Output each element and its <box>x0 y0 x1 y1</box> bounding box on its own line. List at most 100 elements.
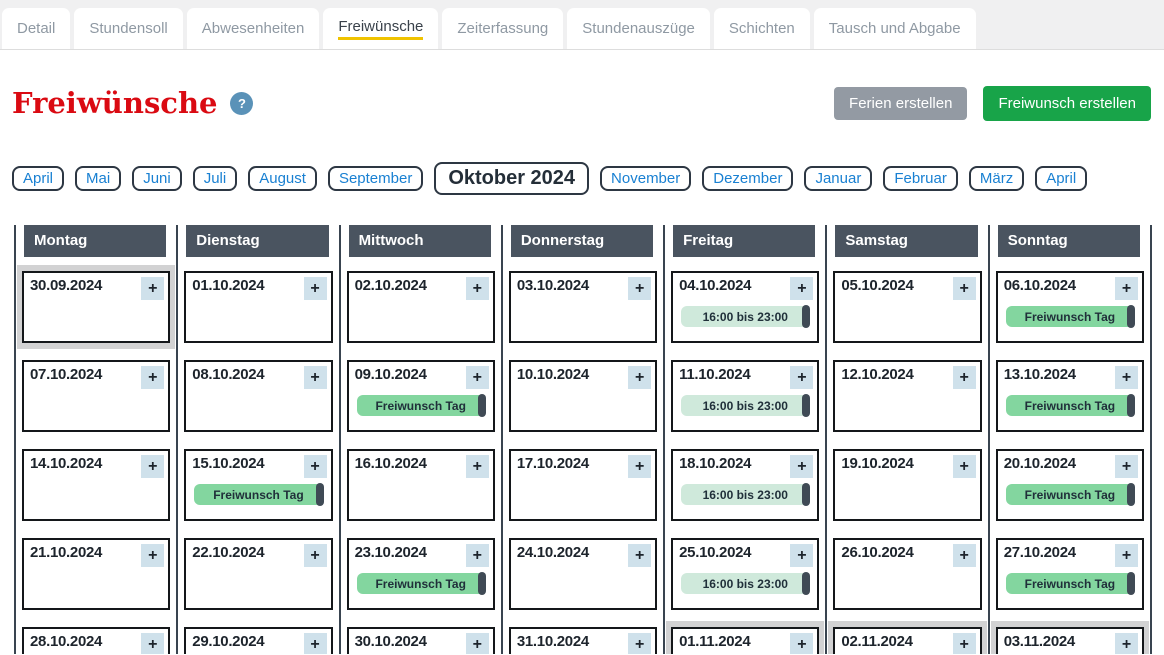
weekday-header: Dienstag <box>186 225 328 257</box>
month-button-november[interactable]: November <box>600 166 691 191</box>
add-freiwunsch-button[interactable]: + <box>141 544 164 567</box>
day-cell: 20.10.2024+Freiwunsch Tag <box>991 443 1149 527</box>
day-date: 22.10.2024 <box>192 544 264 561</box>
freiwunsch-day-badge[interactable]: Freiwunsch Tag <box>1006 306 1134 327</box>
badge-drag-handle-icon[interactable] <box>802 305 810 328</box>
add-freiwunsch-button[interactable]: + <box>466 455 489 478</box>
badge-drag-handle-icon[interactable] <box>478 394 486 417</box>
freiwunsch-day-badge[interactable]: Freiwunsch Tag <box>1006 484 1134 505</box>
month-button-mai[interactable]: Mai <box>75 166 121 191</box>
freiwunsch-time-badge[interactable]: 16:00 bis 23:00 <box>681 306 809 327</box>
add-freiwunsch-button[interactable]: + <box>1115 277 1138 300</box>
add-freiwunsch-button[interactable]: + <box>790 277 813 300</box>
day-card: 03.11.2024+ <box>996 627 1144 654</box>
add-freiwunsch-button[interactable]: + <box>790 366 813 389</box>
add-freiwunsch-button[interactable]: + <box>628 277 651 300</box>
freiwunsch-day-badge[interactable]: Freiwunsch Tag <box>357 573 485 594</box>
add-freiwunsch-button[interactable]: + <box>466 277 489 300</box>
day-card: 30.10.2024+ <box>347 627 495 654</box>
day-cell: 02.11.2024+ <box>828 621 986 654</box>
month-button-april[interactable]: April <box>12 166 64 191</box>
month-button-juli[interactable]: Juli <box>193 166 238 191</box>
add-freiwunsch-button[interactable]: + <box>466 544 489 567</box>
badge-drag-handle-icon[interactable] <box>1127 572 1135 595</box>
badge-drag-handle-icon[interactable] <box>316 483 324 506</box>
add-freiwunsch-button[interactable]: + <box>628 455 651 478</box>
add-freiwunsch-button[interactable]: + <box>790 455 813 478</box>
add-freiwunsch-button[interactable]: + <box>466 366 489 389</box>
freiwunsch-erstellen-button[interactable]: Freiwunsch erstellen <box>983 86 1151 121</box>
calendar-column-sonntag: Sonntag06.10.2024+Freiwunsch Tag13.10.20… <box>988 225 1150 654</box>
badge-drag-handle-icon[interactable] <box>1127 483 1135 506</box>
add-freiwunsch-button[interactable]: + <box>141 455 164 478</box>
tab-schichten[interactable]: Schichten <box>714 8 810 49</box>
add-freiwunsch-button[interactable]: + <box>141 277 164 300</box>
month-button-september[interactable]: September <box>328 166 423 191</box>
day-date: 04.10.2024 <box>679 277 751 294</box>
freiwunsch-day-badge[interactable]: Freiwunsch Tag <box>1006 395 1134 416</box>
add-freiwunsch-button[interactable]: + <box>1115 366 1138 389</box>
add-freiwunsch-button[interactable]: + <box>466 633 489 654</box>
month-button-april[interactable]: April <box>1035 166 1087 191</box>
freiwunsch-day-badge[interactable]: Freiwunsch Tag <box>1006 573 1134 594</box>
add-freiwunsch-button[interactable]: + <box>628 544 651 567</box>
month-button-februar[interactable]: Februar <box>883 166 958 191</box>
add-freiwunsch-button[interactable]: + <box>628 633 651 654</box>
ferien-erstellen-button[interactable]: Ferien erstellen <box>834 87 967 120</box>
add-freiwunsch-button[interactable]: + <box>790 544 813 567</box>
tab-stundenauszuege[interactable]: Stundenauszüge <box>567 8 710 49</box>
badge-drag-handle-icon[interactable] <box>1127 394 1135 417</box>
add-freiwunsch-button[interactable]: + <box>1115 633 1138 654</box>
help-icon[interactable]: ? <box>230 92 253 115</box>
freiwunsch-day-badge[interactable]: Freiwunsch Tag <box>194 484 322 505</box>
add-freiwunsch-button[interactable]: + <box>304 633 327 654</box>
add-freiwunsch-button[interactable]: + <box>304 277 327 300</box>
badge-drag-handle-icon[interactable] <box>478 572 486 595</box>
month-button-juni[interactable]: Juni <box>132 166 182 191</box>
tab-stundensoll[interactable]: Stundensoll <box>74 8 182 49</box>
weekday-header: Freitag <box>673 225 815 257</box>
badge-drag-handle-icon[interactable] <box>802 572 810 595</box>
add-freiwunsch-button[interactable]: + <box>628 366 651 389</box>
tab-abwesenheiten[interactable]: Abwesenheiten <box>187 8 320 49</box>
tab-zeiterfassung[interactable]: Zeiterfassung <box>442 8 563 49</box>
add-freiwunsch-button[interactable]: + <box>304 366 327 389</box>
add-freiwunsch-button[interactable]: + <box>141 633 164 654</box>
day-card: 10.10.2024+ <box>509 360 657 432</box>
add-freiwunsch-button[interactable]: + <box>141 366 164 389</box>
badge-drag-handle-icon[interactable] <box>802 483 810 506</box>
day-cell: 12.10.2024+ <box>828 354 986 438</box>
month-current-oktober-2024[interactable]: Oktober 2024 <box>434 162 589 195</box>
add-freiwunsch-button[interactable]: + <box>304 544 327 567</box>
calendar-column-dienstag: Dienstag01.10.2024+08.10.2024+15.10.2024… <box>176 225 338 654</box>
freiwunsch-day-badge[interactable]: Freiwunsch Tag <box>357 395 485 416</box>
add-freiwunsch-button[interactable]: + <box>790 633 813 654</box>
add-freiwunsch-button[interactable]: + <box>953 277 976 300</box>
tab-freiwuensche[interactable]: Freiwünsche <box>323 8 438 49</box>
tab-detail[interactable]: Detail <box>2 8 70 49</box>
add-freiwunsch-button[interactable]: + <box>1115 455 1138 478</box>
add-freiwunsch-button[interactable]: + <box>953 633 976 654</box>
day-card: 24.10.2024+ <box>509 538 657 610</box>
day-card: 21.10.2024+ <box>22 538 170 610</box>
day-card: 07.10.2024 + <box>22 360 170 432</box>
month-button-januar[interactable]: Januar <box>804 166 872 191</box>
month-button-august[interactable]: August <box>248 166 317 191</box>
badge-drag-handle-icon[interactable] <box>802 394 810 417</box>
month-button-maerz[interactable]: März <box>969 166 1024 191</box>
day-date: 30.09.2024 <box>30 277 102 294</box>
freiwunsch-time-badge[interactable]: 16:00 bis 23:00 <box>681 484 809 505</box>
day-cell: 13.10.2024+Freiwunsch Tag <box>991 354 1149 438</box>
add-freiwunsch-button[interactable]: + <box>1115 544 1138 567</box>
add-freiwunsch-button[interactable]: + <box>953 544 976 567</box>
add-freiwunsch-button[interactable]: + <box>304 455 327 478</box>
month-button-dezember[interactable]: Dezember <box>702 166 793 191</box>
add-freiwunsch-button[interactable]: + <box>953 366 976 389</box>
day-date: 07.10.2024 <box>30 366 102 383</box>
add-freiwunsch-button[interactable]: + <box>953 455 976 478</box>
badge-drag-handle-icon[interactable] <box>1127 305 1135 328</box>
day-cell: 03.10.2024+ <box>504 265 662 349</box>
freiwunsch-time-badge[interactable]: 16:00 bis 23:00 <box>681 573 809 594</box>
tab-tausch-und-abgabe[interactable]: Tausch und Abgabe <box>814 8 976 49</box>
freiwunsch-time-badge[interactable]: 16:00 bis 23:00 <box>681 395 809 416</box>
